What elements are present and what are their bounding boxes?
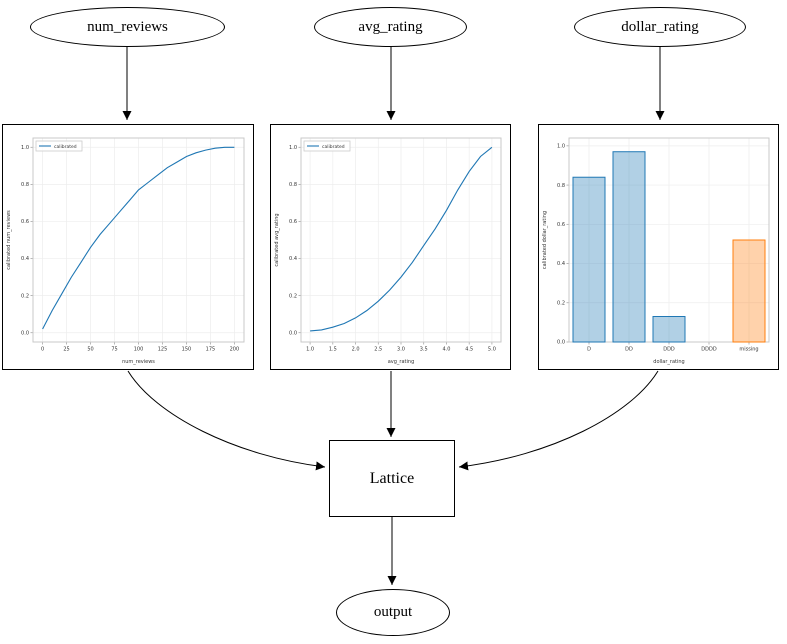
svg-text:200: 200 bbox=[230, 347, 240, 353]
node-num-reviews-label: num_reviews bbox=[87, 18, 168, 35]
svg-text:DD: DD bbox=[625, 347, 633, 353]
svg-text:0.4: 0.4 bbox=[289, 256, 297, 262]
node-num-reviews: num_reviews bbox=[30, 7, 225, 47]
legend-box bbox=[35, 140, 83, 152]
svg-text:100: 100 bbox=[134, 347, 144, 353]
svg-text:0.2: 0.2 bbox=[557, 300, 565, 306]
svg-text:1.5: 1.5 bbox=[329, 347, 337, 353]
svg-text:D: D bbox=[587, 347, 591, 353]
svg-text:0.0: 0.0 bbox=[289, 330, 297, 336]
node-output-label: output bbox=[373, 604, 413, 620]
node-avg-rating: avg_rating bbox=[314, 7, 467, 47]
bar-DDD bbox=[652, 316, 686, 343]
svg-text:75: 75 bbox=[111, 347, 117, 353]
legend-label: calibrated bbox=[322, 144, 345, 150]
svg-text:0.8: 0.8 bbox=[289, 182, 297, 188]
svg-text:4.0: 4.0 bbox=[442, 347, 450, 353]
svg-text:5.0: 5.0 bbox=[488, 347, 496, 353]
x-axis-label: dollar_rating bbox=[653, 359, 684, 365]
x-axis-label: avg_rating bbox=[388, 359, 415, 365]
svg-text:0.6: 0.6 bbox=[21, 219, 29, 225]
svg-text:1.0: 1.0 bbox=[21, 145, 29, 151]
chart-svg-2: 0.0 0.2 0.4 0.6 0.8 1.0 1.0 1.5 2.0 2.5 3.0 3.5 4.0 4… bbox=[274, 137, 502, 365]
svg-text:0.6: 0.6 bbox=[289, 219, 297, 225]
calibration-plot-dollar-rating: 0.0 0.2 0.4 0.6 0.8 1.0 D DD DDD DDDD missing dolla… bbox=[538, 124, 779, 370]
svg-text:0.2: 0.2 bbox=[21, 293, 29, 299]
svg-text:0.0: 0.0 bbox=[21, 330, 29, 336]
svg-text:0: 0 bbox=[41, 347, 44, 353]
svg-text:missing: missing bbox=[739, 347, 758, 353]
calibration-curve bbox=[310, 146, 493, 332]
calibration-plot-avg-rating: 0.0 0.2 0.4 0.6 0.8 1.0 1.0 1.5 2.0 2.5 3.0 3.5 4.0 4… bbox=[270, 124, 511, 370]
legend-box bbox=[303, 140, 351, 152]
edge-dollar-rating-calibrator-to-lattice bbox=[458, 370, 659, 471]
svg-text:3.0: 3.0 bbox=[397, 347, 405, 353]
svg-text:50: 50 bbox=[87, 347, 93, 353]
chart-svg-3: 0.00.20.40.60.81.0D DD DDD DDDD missingdolla… bbox=[542, 137, 770, 365]
svg-text:DDD: DDD bbox=[663, 347, 675, 353]
svg-text:150: 150 bbox=[182, 347, 192, 353]
node-output: output bbox=[336, 589, 450, 636]
svg-text:0.4: 0.4 bbox=[21, 256, 29, 262]
calibration-curve bbox=[42, 146, 235, 330]
svg-text:1.0: 1.0 bbox=[306, 347, 314, 353]
svg-text:0.6: 0.6 bbox=[557, 222, 565, 228]
y-axis-label: calibrated avg_rating bbox=[274, 213, 280, 266]
edge-num-reviews-calibrator-to-lattice bbox=[127, 370, 326, 471]
svg-text:0.8: 0.8 bbox=[557, 183, 565, 189]
svg-text:0.4: 0.4 bbox=[557, 261, 565, 267]
node-dollar-rating-label: dollar_rating bbox=[621, 18, 699, 35]
y-axis-label: calibrated dollar_rating bbox=[542, 211, 548, 269]
svg-text:2.5: 2.5 bbox=[374, 347, 382, 353]
svg-text:4.5: 4.5 bbox=[465, 347, 473, 353]
node-lattice: Lattice bbox=[329, 440, 455, 517]
chart-svg-1: 0.0 0.2 0.4 0.6 0.8 1.0 0 25 50 75 100 125 150 175 200… bbox=[6, 137, 245, 365]
bar-DD bbox=[612, 151, 646, 343]
legend-label: calibrated bbox=[54, 144, 77, 150]
svg-text:0.8: 0.8 bbox=[21, 182, 29, 188]
svg-text:175: 175 bbox=[206, 347, 216, 353]
svg-text:2.0: 2.0 bbox=[352, 347, 360, 353]
y-axis-label: calibrated num_reviews bbox=[6, 210, 12, 270]
svg-text:25: 25 bbox=[63, 347, 69, 353]
svg-text:DDDD: DDDD bbox=[701, 347, 717, 353]
node-dollar-rating: dollar_rating bbox=[574, 7, 746, 47]
svg-text:3.5: 3.5 bbox=[420, 347, 428, 353]
node-avg-rating-label: avg_rating bbox=[358, 18, 423, 35]
node-lattice-label: Lattice bbox=[369, 469, 415, 487]
svg-text:0.2: 0.2 bbox=[289, 293, 297, 299]
svg-text:1.0: 1.0 bbox=[289, 145, 297, 151]
calibration-plot-num-reviews: 0.0 0.2 0.4 0.6 0.8 1.0 0 25 50 75 100 125 150 175 200… bbox=[2, 124, 254, 370]
bar-D bbox=[572, 176, 606, 343]
bar-missing bbox=[732, 239, 766, 343]
svg-text:1.0: 1.0 bbox=[557, 144, 565, 150]
svg-text:0.0: 0.0 bbox=[557, 340, 565, 346]
x-axis-label: num_reviews bbox=[122, 359, 155, 365]
svg-text:125: 125 bbox=[158, 347, 168, 353]
